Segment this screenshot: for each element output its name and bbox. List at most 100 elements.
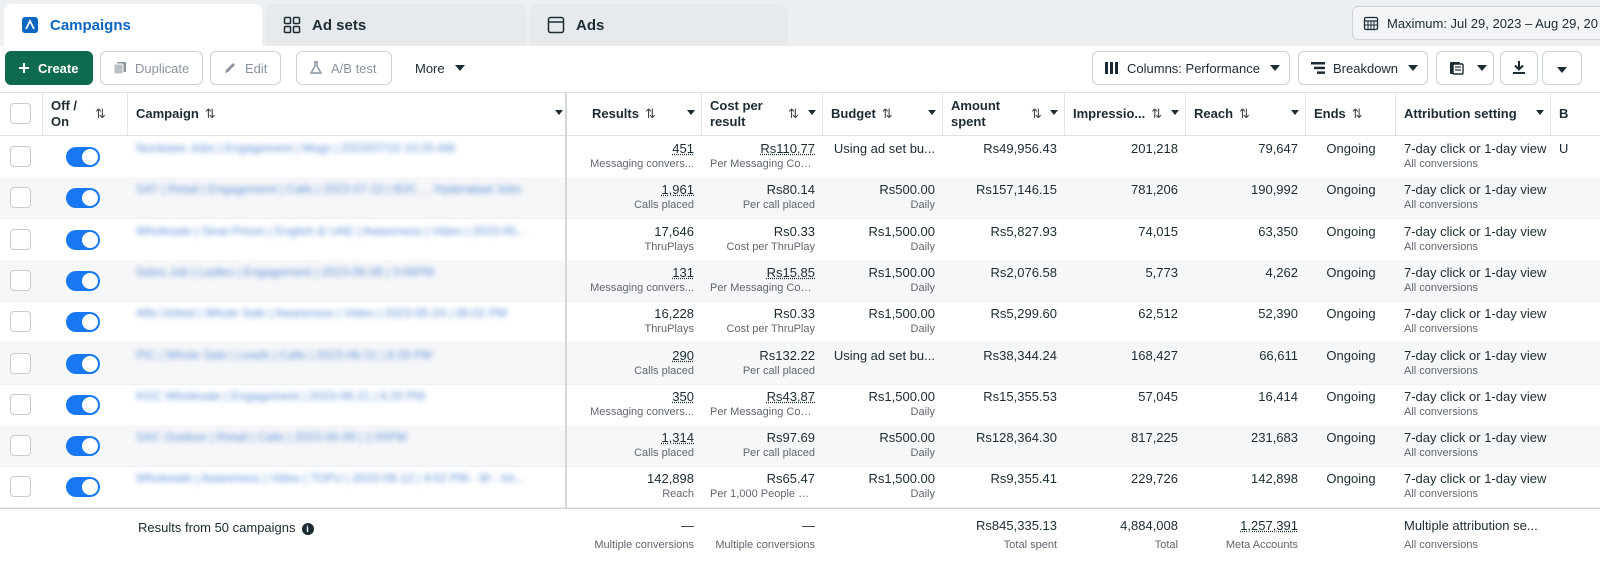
duplicate-button[interactable]: Duplicate [100, 51, 203, 85]
table-row[interactable]: Sales Job | Ladies | Engagement | 2023-0… [0, 259, 1600, 302]
row-checkbox[interactable] [10, 435, 31, 457]
row-checkbox[interactable] [10, 146, 31, 167]
header-campaign[interactable]: Campaign ⇅ [128, 93, 566, 135]
frozen-column-divider [565, 92, 567, 566]
table-row[interactable]: Wholesale | Awareness | Video | TOFU | 2… [0, 466, 1600, 509]
campaign-name-link[interactable]: PIC | Whole Sale | Leads | Calls | 2023-… [136, 347, 432, 362]
campaign-toggle[interactable] [66, 394, 100, 415]
edit-button[interactable]: Edit [210, 51, 281, 85]
sort-icon: ⇅ [1351, 106, 1363, 121]
campaign-toggle[interactable] [66, 229, 100, 250]
cost-sub: Per Messaging Con... [710, 158, 815, 170]
row-checkbox[interactable] [10, 311, 31, 333]
campaign-name-cell[interactable]: Wholesale | Awareness | Video | TOFU | 2… [128, 466, 558, 507]
cost-value[interactable]: Rs15.85 [766, 264, 815, 280]
cost-value[interactable]: Rs110.77 [760, 141, 815, 156]
attribution-cell: 7-day click or 1-day view All conversions [1396, 260, 1551, 301]
campaign-name-link[interactable]: KGC Wholesale | Engagement | 2023-06-21 … [136, 388, 425, 403]
campaign-name-link[interactable]: Wholesale | Awareness | Video | TOFU | 2… [136, 471, 525, 486]
ends-cell: Ongoing [1306, 219, 1396, 260]
campaign-toggle[interactable] [66, 353, 100, 374]
campaign-name-link[interactable]: Sales Job | Ladies | Engagement | 2023-0… [136, 264, 434, 279]
table-row[interactable]: SAC Outdoor | Retail | Calls | 2023-06-0… [0, 425, 1600, 468]
header-results[interactable]: Results ⇅ [580, 93, 702, 135]
header-off-on[interactable]: Off / On ⇅ [43, 93, 128, 135]
header-attribution[interactable]: Attribution setting [1396, 93, 1551, 135]
tab-campaigns[interactable]: Campaigns [4, 4, 262, 46]
campaign-name-link[interactable]: Nuclease Jobs | Engagement | Msgs | 2023… [136, 141, 455, 155]
campaign-toggle[interactable] [66, 436, 100, 457]
header-ends[interactable]: Ends ⇅ [1306, 93, 1396, 135]
campaign-name-cell[interactable]: Nuclease Jobs | Engagement | Msgs | 2023… [128, 136, 558, 177]
campaign-toggle[interactable] [66, 477, 100, 498]
row-checkbox[interactable] [10, 352, 31, 374]
header-budget[interactable]: Budget ⇅ [823, 93, 943, 135]
info-icon[interactable]: i [301, 523, 314, 535]
export-button[interactable] [1500, 51, 1538, 85]
campaign-name-cell[interactable]: SAT | Retail | Engagement | Calls | 2023… [128, 177, 558, 218]
results-value[interactable]: 1,961 [661, 182, 694, 198]
results-value[interactable]: 350 [672, 388, 694, 404]
campaign-name-link[interactable]: Wholesale | Sinai Prices | English & UAE… [136, 223, 527, 238]
results-value[interactable]: 290 [672, 347, 694, 363]
summary-reach-value[interactable]: 1,257,391 [1240, 518, 1298, 533]
campaign-toggle[interactable] [66, 312, 100, 333]
cost-sub: Per Messaging Con... [710, 281, 815, 294]
results-value[interactable]: 451 [672, 141, 694, 156]
impressions-cell: 781,206 [1065, 177, 1186, 218]
campaign-name-cell[interactable]: Alfa United | Whole Sale | Awareness | V… [128, 301, 558, 342]
attribution-value: 7-day click or 1-day view [1404, 306, 1547, 322]
spent-value: Rs5,299.60 [990, 306, 1058, 322]
reach-cell: 231,683 [1186, 425, 1306, 466]
attribution-sub: All conversions [1404, 281, 1478, 294]
results-sub: Messaging convers... [590, 405, 694, 418]
table-row[interactable]: KGC Wholesale | Engagement | 2023-06-21 … [0, 384, 1600, 426]
tab-ads[interactable]: Ads [530, 4, 788, 46]
campaign-name-link[interactable]: Alfa United | Whole Sale | Awareness | V… [136, 306, 507, 321]
row-checkbox[interactable] [10, 393, 31, 415]
select-all-checkbox[interactable] [10, 103, 31, 124]
campaign-toggle[interactable] [66, 147, 100, 167]
campaign-toggle[interactable] [66, 188, 100, 209]
table-row[interactable]: SAT | Retail | Engagement | Calls | 2023… [0, 177, 1600, 220]
export-dropdown-button[interactable] [1542, 51, 1582, 85]
extra-cell [1551, 260, 1600, 301]
results-value[interactable]: 131 [672, 264, 694, 280]
campaign-name-cell[interactable]: PIC | Whole Sale | Leads | Calls | 2023-… [128, 343, 558, 384]
header-reach[interactable]: Reach ⇅ [1186, 93, 1306, 135]
campaign-name-link[interactable]: SAC Outdoor | Retail | Calls | 2023-06-0… [136, 430, 407, 445]
cost-value[interactable]: Rs43.87 [766, 388, 815, 404]
columns-button[interactable]: Columns: Performance [1092, 51, 1290, 85]
campaign-toggle[interactable] [66, 270, 100, 291]
date-range-picker[interactable]: Maximum: Jul 29, 2023 – Aug 29, 20 [1352, 6, 1600, 40]
campaign-name-cell[interactable]: Sales Job | Ladies | Engagement | 2023-0… [128, 260, 558, 301]
more-button[interactable]: More [402, 51, 476, 85]
campaign-name-cell[interactable]: SAC Outdoor | Retail | Calls | 2023-06-0… [128, 425, 558, 466]
row-checkbox[interactable] [10, 228, 31, 250]
campaign-name-link[interactable]: SAT | Retail | Engagement | Calls | 2023… [136, 182, 522, 197]
ab-test-button[interactable]: A/B test [296, 51, 392, 85]
table-row[interactable]: Wholesale | Sinai Prices | English & UAE… [0, 219, 1600, 261]
header-amount-spent[interactable]: Amount spent ⇅ [943, 93, 1065, 135]
results-value[interactable]: 1,314 [661, 430, 694, 446]
spent-cell: Rs5,827.93 [943, 219, 1065, 260]
impressions-cell: 62,512 [1065, 301, 1186, 342]
ends-cell: Ongoing [1306, 425, 1396, 466]
header-cost-per-result[interactable]: Cost per result ⇅ [702, 93, 823, 135]
table-row[interactable]: PIC | Whole Sale | Leads | Calls | 2023-… [0, 342, 1600, 385]
create-button[interactable]: Create [5, 51, 93, 85]
table-row[interactable]: Alfa United | Whole Sale | Awareness | V… [0, 301, 1600, 344]
tab-ad-sets[interactable]: Ad sets [266, 4, 526, 46]
table-row[interactable]: Nuclease Jobs | Engagement | Msgs | 2023… [0, 136, 1600, 178]
header-next-column[interactable]: B [1551, 93, 1600, 135]
row-checkbox[interactable] [10, 187, 31, 209]
budget-value: Rs500.00 [879, 182, 935, 198]
header-impressions[interactable]: Impressio... ⇅ [1065, 93, 1186, 135]
campaign-name-cell[interactable]: Wholesale | Sinai Prices | English & UAE… [128, 219, 558, 260]
reports-button[interactable] [1436, 51, 1494, 85]
row-checkbox[interactable] [10, 476, 31, 498]
breakdown-button[interactable]: Breakdown [1298, 51, 1428, 85]
impressions-cell: 817,225 [1065, 425, 1186, 466]
row-checkbox[interactable] [10, 269, 31, 291]
campaign-name-cell[interactable]: KGC Wholesale | Engagement | 2023-06-21 … [128, 384, 558, 425]
